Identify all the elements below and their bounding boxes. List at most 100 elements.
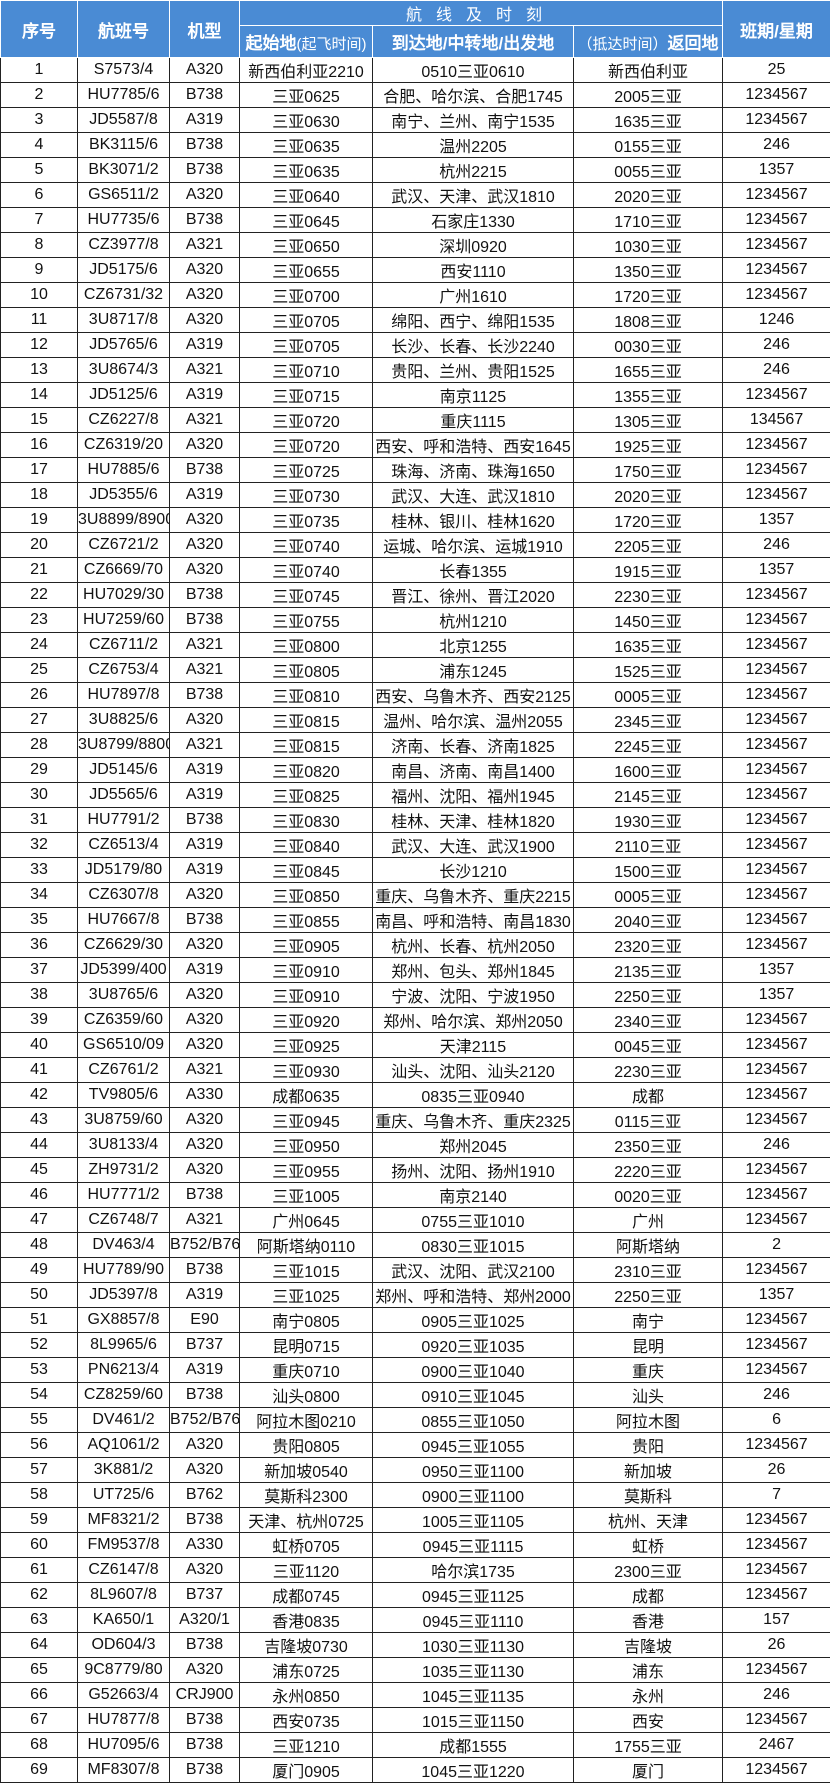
cell-origin: 吉隆坡0730 — [240, 1633, 373, 1658]
cell-via: 晋江、徐州、晋江2020 — [373, 583, 574, 608]
cell-origin: 三亚0740 — [240, 533, 373, 558]
cell-aircraft: A321 — [170, 233, 240, 258]
cell-seq: 32 — [1, 833, 78, 858]
cell-seq: 18 — [1, 483, 78, 508]
cell-days: 1234567 — [723, 233, 830, 258]
cell-return: 2320三亚 — [574, 933, 723, 958]
cell-seq: 55 — [1, 1408, 78, 1433]
cell-days: 1234567 — [723, 708, 830, 733]
cell-flight: 3U8799/8800 — [78, 733, 170, 758]
cell-via: 北京1255 — [373, 633, 574, 658]
cell-seq: 1 — [1, 58, 78, 83]
cell-flight: 3U8133/4 — [78, 1133, 170, 1158]
cell-origin: 成都0745 — [240, 1583, 373, 1608]
cell-aircraft: A320 — [170, 308, 240, 333]
cell-origin: 南宁0805 — [240, 1308, 373, 1333]
cell-aircraft: A321 — [170, 633, 240, 658]
cell-days: 1234567 — [723, 1008, 830, 1033]
cell-aircraft: A319 — [170, 833, 240, 858]
cell-via: 重庆、乌鲁木齐、重庆2325 — [373, 1108, 574, 1133]
header-route-group: 航线及时刻 — [240, 1, 723, 26]
cell-via: 郑州、包头、郑州1845 — [373, 958, 574, 983]
cell-flight: CZ6748/7 — [78, 1208, 170, 1233]
cell-flight: HU7785/6 — [78, 83, 170, 108]
cell-seq: 6 — [1, 183, 78, 208]
cell-origin: 新西伯利亚2210 — [240, 58, 373, 83]
cell-return: 0005三亚 — [574, 683, 723, 708]
cell-days: 1357 — [723, 983, 830, 1008]
cell-aircraft: B738 — [170, 1758, 240, 1783]
cell-via: 0510三亚0610 — [373, 58, 574, 83]
cell-flight: PN6213/4 — [78, 1358, 170, 1383]
cell-seq: 15 — [1, 408, 78, 433]
cell-return: 成都 — [574, 1583, 723, 1608]
cell-seq: 28 — [1, 733, 78, 758]
cell-aircraft: A320 — [170, 58, 240, 83]
cell-days: 1234567 — [723, 183, 830, 208]
cell-flight: 9C8779/80 — [78, 1658, 170, 1683]
cell-return: 虹桥 — [574, 1533, 723, 1558]
cell-seq: 16 — [1, 433, 78, 458]
cell-return: 西安 — [574, 1708, 723, 1733]
cell-seq: 62 — [1, 1583, 78, 1608]
cell-return: 1350三亚 — [574, 258, 723, 283]
cell-via: 桂林、银川、桂林1620 — [373, 508, 574, 533]
cell-flight: ZH9731/2 — [78, 1158, 170, 1183]
cell-seq: 39 — [1, 1008, 78, 1033]
cell-origin: 三亚0635 — [240, 133, 373, 158]
cell-via: 珠海、济南、珠海1650 — [373, 458, 574, 483]
cell-aircraft: A320 — [170, 1108, 240, 1133]
table-row: 55DV461/2B752/B767阿拉木图02100855三亚1050阿拉木图… — [1, 1408, 830, 1433]
cell-origin: 汕头0800 — [240, 1383, 373, 1408]
cell-origin: 三亚0825 — [240, 783, 373, 808]
cell-return: 2300三亚 — [574, 1558, 723, 1583]
cell-seq: 25 — [1, 658, 78, 683]
cell-seq: 47 — [1, 1208, 78, 1233]
cell-via: 武汉、天津、武汉1810 — [373, 183, 574, 208]
cell-via: 重庆、乌鲁木齐、重庆2215 — [373, 883, 574, 908]
cell-flight: CZ6307/8 — [78, 883, 170, 908]
cell-flight: HU7885/6 — [78, 458, 170, 483]
cell-return: 广州 — [574, 1208, 723, 1233]
cell-seq: 64 — [1, 1633, 78, 1658]
cell-return: 2310三亚 — [574, 1258, 723, 1283]
cell-days: 1234567 — [723, 1058, 830, 1083]
cell-via: 0755三亚1010 — [373, 1208, 574, 1233]
cell-return: 1915三亚 — [574, 558, 723, 583]
cell-days: 1357 — [723, 958, 830, 983]
cell-origin: 三亚0930 — [240, 1058, 373, 1083]
cell-flight: CZ6731/32 — [78, 283, 170, 308]
cell-return: 0005三亚 — [574, 883, 723, 908]
cell-origin: 昆明0715 — [240, 1333, 373, 1358]
cell-days: 1234567 — [723, 758, 830, 783]
cell-days: 1234567 — [723, 1308, 830, 1333]
cell-via: 桂林、天津、桂林1820 — [373, 808, 574, 833]
cell-seq: 27 — [1, 708, 78, 733]
cell-aircraft: B738 — [170, 133, 240, 158]
cell-via: 0835三亚0940 — [373, 1083, 574, 1108]
cell-aircraft: B738 — [170, 1383, 240, 1408]
cell-origin: 成都0635 — [240, 1083, 373, 1108]
cell-aircraft: A319 — [170, 758, 240, 783]
cell-aircraft: A319 — [170, 383, 240, 408]
cell-flight: JD5565/6 — [78, 783, 170, 808]
cell-origin: 三亚0925 — [240, 1033, 373, 1058]
cell-return: 0020三亚 — [574, 1183, 723, 1208]
header-flight: 航班号 — [78, 1, 170, 58]
cell-days: 1234567 — [723, 733, 830, 758]
cell-origin: 三亚0920 — [240, 1008, 373, 1033]
